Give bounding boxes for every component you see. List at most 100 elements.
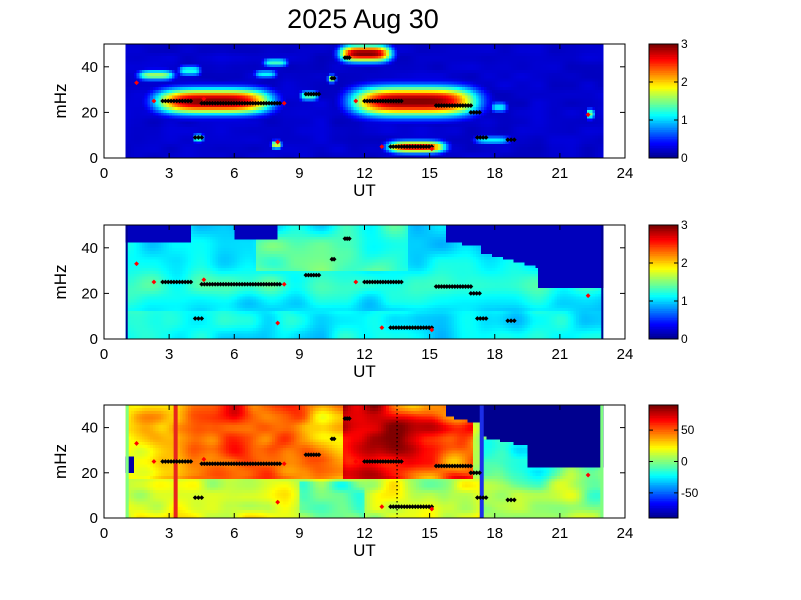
heatmap-cell (278, 84, 281, 87)
heatmap-cell (375, 124, 378, 127)
heatmap-cell (299, 73, 302, 76)
heatmap-cell (202, 121, 205, 124)
heatmap-cell (221, 61, 224, 64)
heatmap-cell (370, 112, 373, 115)
heatmap-cell (435, 70, 438, 73)
heatmap-cell (150, 115, 153, 118)
heatmap-cell (215, 75, 218, 78)
heatmap-cell (400, 58, 403, 61)
heatmap-cell (272, 127, 275, 130)
heatmap-cell (180, 73, 183, 76)
heatmap-cell (316, 98, 319, 101)
heatmap-cell (177, 70, 180, 73)
heatmap-cell (459, 118, 462, 121)
heatmap-cell (327, 107, 330, 110)
heatmap-cell (324, 87, 327, 90)
heatmap-cell (299, 115, 302, 118)
heatmap-cell (175, 135, 178, 138)
heatmap-cell (389, 135, 392, 138)
heatmap-cell (397, 107, 400, 110)
heatmap-cell (272, 47, 275, 50)
heatmap-cell (362, 135, 365, 138)
heatmap-cell (242, 124, 245, 127)
heatmap-cell (221, 152, 224, 155)
heatmap-cell (329, 112, 332, 115)
heatmap-cell (253, 64, 256, 67)
heatmap-cell (240, 135, 243, 138)
heatmap-cell (386, 135, 389, 138)
heatmap-cell (443, 58, 446, 61)
heatmap-cell (204, 144, 207, 147)
heatmap-cell (218, 81, 221, 84)
heatmap-cell (147, 141, 150, 144)
heatmap-cell (294, 73, 297, 76)
heatmap-cell (348, 67, 351, 70)
heatmap-cell (278, 112, 281, 115)
heatmap-cell (392, 70, 395, 73)
heatmap-cell (416, 130, 419, 133)
heatmap-cell (432, 127, 435, 130)
heatmap-cell (267, 70, 270, 73)
heatmap-cell (261, 121, 264, 124)
heatmap-cell (150, 124, 153, 127)
heatmap-cell (370, 64, 373, 67)
heatmap-cell (147, 47, 150, 50)
heatmap-cell (147, 115, 150, 118)
heatmap-cell (237, 81, 240, 84)
heatmap-cell (411, 58, 414, 61)
heatmap-cell (457, 144, 460, 147)
heatmap-cell (397, 87, 400, 90)
heatmap-cell (324, 84, 327, 87)
heatmap-cell (137, 127, 140, 130)
heatmap-cell (367, 110, 370, 113)
heatmap-cell (321, 70, 324, 73)
heatmap-cell (278, 73, 281, 76)
heatmap-cell (370, 67, 373, 70)
heatmap-cell (267, 124, 270, 127)
panels: 0 3 6 9 12 15 18 21 2402040UTmHz01230 3 6 9 12 15 18 21… (51, 37, 699, 560)
heatmap-cell (370, 141, 373, 144)
heatmap-cell (256, 147, 259, 150)
heatmap-cell (321, 78, 324, 81)
heatmap-cell (305, 98, 308, 101)
heatmap-cell (172, 92, 175, 95)
heatmap-cell (416, 73, 419, 76)
heatmap-cell (362, 144, 365, 147)
heatmap-cell (419, 87, 422, 90)
heatmap-cell (251, 135, 254, 138)
heatmap-cell (383, 141, 386, 144)
heatmap-cell (430, 130, 433, 133)
heatmap-cell (302, 95, 305, 98)
heatmap-cell (343, 127, 346, 130)
heatmap-cell (283, 64, 286, 67)
heatmap-cell (194, 98, 197, 101)
heatmap-cell (419, 84, 422, 87)
heatmap-cell (161, 84, 164, 87)
heatmap-cell (308, 149, 311, 152)
heatmap-cell (340, 50, 343, 53)
heatmap-cell (286, 95, 289, 98)
heatmap-cell (232, 55, 235, 58)
heatmap-cell (318, 67, 321, 70)
heatmap-cell (459, 98, 462, 101)
heatmap-cell (321, 132, 324, 135)
heatmap-cell (316, 138, 319, 141)
heatmap-cell (166, 70, 169, 73)
heatmap-cell (337, 53, 340, 56)
heatmap-cell (324, 61, 327, 64)
heatmap-cell (383, 110, 386, 113)
heatmap-cell (185, 118, 188, 121)
heatmap-cell (278, 118, 281, 121)
heatmap-cell (204, 130, 207, 133)
heatmap-cell (386, 53, 389, 56)
heatmap-cell (305, 127, 308, 130)
heatmap-cell (289, 50, 292, 53)
heatmap-cell (351, 152, 354, 155)
heatmap-cell (451, 132, 454, 135)
heatmap-cell (213, 152, 216, 155)
heatmap-cell (188, 53, 191, 56)
heatmap-cell (164, 95, 167, 98)
heatmap-cell (191, 58, 194, 61)
heatmap-cell (421, 81, 424, 84)
heatmap-cell (188, 130, 191, 133)
